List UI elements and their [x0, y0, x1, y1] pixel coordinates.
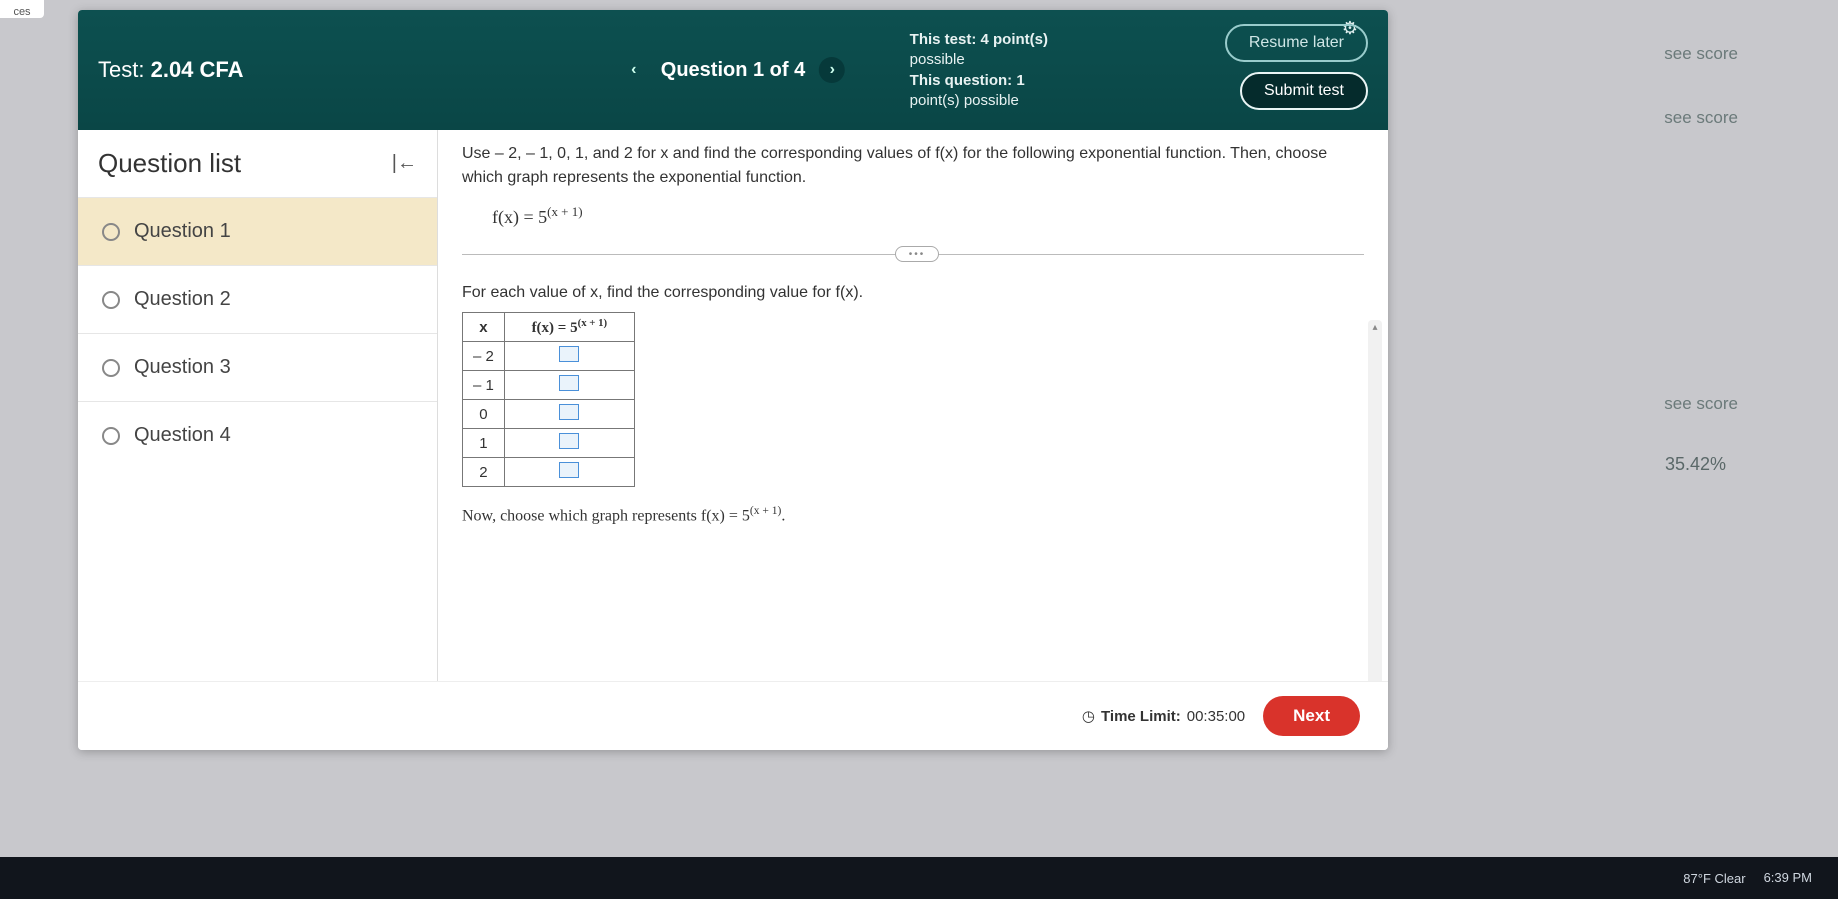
- test-footer: ◷ Time Limit: 00:35:00 Next: [78, 681, 1388, 750]
- x-cell: – 2: [463, 342, 505, 371]
- browser-tab-fragment: ces: [0, 0, 44, 18]
- answer-cell[interactable]: [504, 371, 634, 400]
- graph-prompt: Now, choose which graph represents f(x) …: [462, 505, 1364, 525]
- question-list-item[interactable]: Question 1: [78, 197, 437, 265]
- next-question-button[interactable]: ›: [819, 57, 845, 83]
- bg-text: see score: [1664, 394, 1738, 414]
- question-item-label: Question 2: [134, 288, 231, 311]
- time-limit-value: 00:35:00: [1187, 708, 1245, 725]
- windows-taskbar[interactable]: 87°F Clear 6:39 PM: [0, 857, 1838, 899]
- fx-exponent: (x + 1): [750, 505, 781, 517]
- scroll-up-icon[interactable]: ▴: [1372, 322, 1377, 333]
- bg-text: 35.42%: [1665, 454, 1726, 475]
- answer-cell[interactable]: [504, 400, 634, 429]
- test-body: Question list |← Question 1 Question 2 Q…: [78, 130, 1388, 750]
- question-prompt: Use – 2, – 1, 0, 1, and 2 for x and find…: [462, 142, 1364, 190]
- radio-icon: [102, 427, 120, 445]
- fx-base: f(x) = 5: [532, 320, 578, 336]
- answer-cell[interactable]: [504, 342, 634, 371]
- question-item-label: Question 3: [134, 356, 231, 379]
- question-item-label: Question 4: [134, 424, 231, 447]
- x-cell: 1: [463, 429, 505, 458]
- scrollbar[interactable]: ▴ ▾: [1368, 320, 1382, 720]
- value-table: x f(x) = 5(x + 1) – 2 – 1 0 1 2: [462, 312, 635, 487]
- col-x-header: x: [463, 313, 505, 342]
- submit-test-button[interactable]: Submit test: [1240, 72, 1368, 110]
- points-meta: This test: 4 point(s) possible This ques…: [910, 30, 1048, 111]
- system-clock[interactable]: 6:39 PM: [1764, 871, 1812, 886]
- clock-icon: ◷: [1082, 707, 1095, 725]
- answer-input[interactable]: [559, 404, 579, 420]
- question-list-item[interactable]: Question 4: [78, 401, 437, 469]
- meta-line: point(s) possible: [910, 91, 1048, 111]
- answer-input[interactable]: [559, 433, 579, 449]
- test-label: Test:: [98, 57, 144, 82]
- question-nav: ‹ Question 1 of 4 ›: [621, 57, 845, 83]
- answer-input[interactable]: [559, 462, 579, 478]
- question-list-title: Question list: [98, 148, 241, 179]
- answer-input[interactable]: [559, 346, 579, 362]
- fx-base: f(x) = 5: [492, 207, 547, 227]
- now-text: Now, choose which graph represents f(x) …: [462, 507, 750, 524]
- test-title: Test: 2.04 CFA: [98, 57, 244, 83]
- answer-input[interactable]: [559, 375, 579, 391]
- fx-exponent: (x + 1): [578, 317, 608, 329]
- section-divider: •••: [462, 254, 1364, 268]
- meta-line: This test: 4 point(s): [910, 31, 1048, 48]
- time-limit-label: Time Limit:: [1101, 708, 1181, 725]
- col-fx-header: f(x) = 5(x + 1): [504, 313, 634, 342]
- radio-icon: [102, 223, 120, 241]
- bg-text: see score: [1664, 44, 1738, 64]
- now-text-end: .: [781, 507, 785, 524]
- x-cell: 0: [463, 400, 505, 429]
- test-name: 2.04 CFA: [151, 57, 244, 82]
- question-list-panel: Question list |← Question 1 Question 2 Q…: [78, 130, 438, 750]
- fx-exponent: (x + 1): [547, 204, 582, 219]
- meta-line: This question: 1: [910, 72, 1025, 89]
- question-list-item[interactable]: Question 2: [78, 265, 437, 333]
- sub-prompt: For each value of x, find the correspond…: [462, 284, 1364, 302]
- question-list-item[interactable]: Question 3: [78, 333, 437, 401]
- expand-icon[interactable]: •••: [895, 246, 939, 262]
- clock-time: 6:39 PM: [1764, 871, 1812, 886]
- weather-widget[interactable]: 87°F Clear: [1683, 871, 1745, 886]
- radio-icon: [102, 291, 120, 309]
- bg-text: see score: [1664, 108, 1738, 128]
- question-list-header: Question list |←: [78, 130, 437, 197]
- x-cell: – 1: [463, 371, 505, 400]
- question-content: Use – 2, – 1, 0, 1, and 2 for x and find…: [438, 130, 1388, 750]
- answer-cell[interactable]: [504, 458, 634, 487]
- question-item-label: Question 1: [134, 220, 231, 243]
- prev-question-button[interactable]: ‹: [621, 57, 647, 83]
- next-button[interactable]: Next: [1263, 696, 1360, 736]
- test-modal: Test: 2.04 CFA ‹ Question 1 of 4 › This …: [78, 10, 1388, 750]
- question-position: Question 1 of 4: [661, 59, 805, 82]
- meta-line: possible: [910, 50, 1048, 70]
- time-limit: ◷ Time Limit: 00:35:00: [1082, 707, 1245, 725]
- resume-later-button[interactable]: Resume later: [1225, 24, 1368, 62]
- header-actions: Resume later Submit test: [1225, 24, 1368, 110]
- function-display: f(x) = 5(x + 1): [492, 204, 1364, 228]
- test-header: Test: 2.04 CFA ‹ Question 1 of 4 › This …: [78, 10, 1388, 130]
- collapse-panel-icon[interactable]: |←: [392, 152, 417, 175]
- radio-icon: [102, 359, 120, 377]
- x-cell: 2: [463, 458, 505, 487]
- answer-cell[interactable]: [504, 429, 634, 458]
